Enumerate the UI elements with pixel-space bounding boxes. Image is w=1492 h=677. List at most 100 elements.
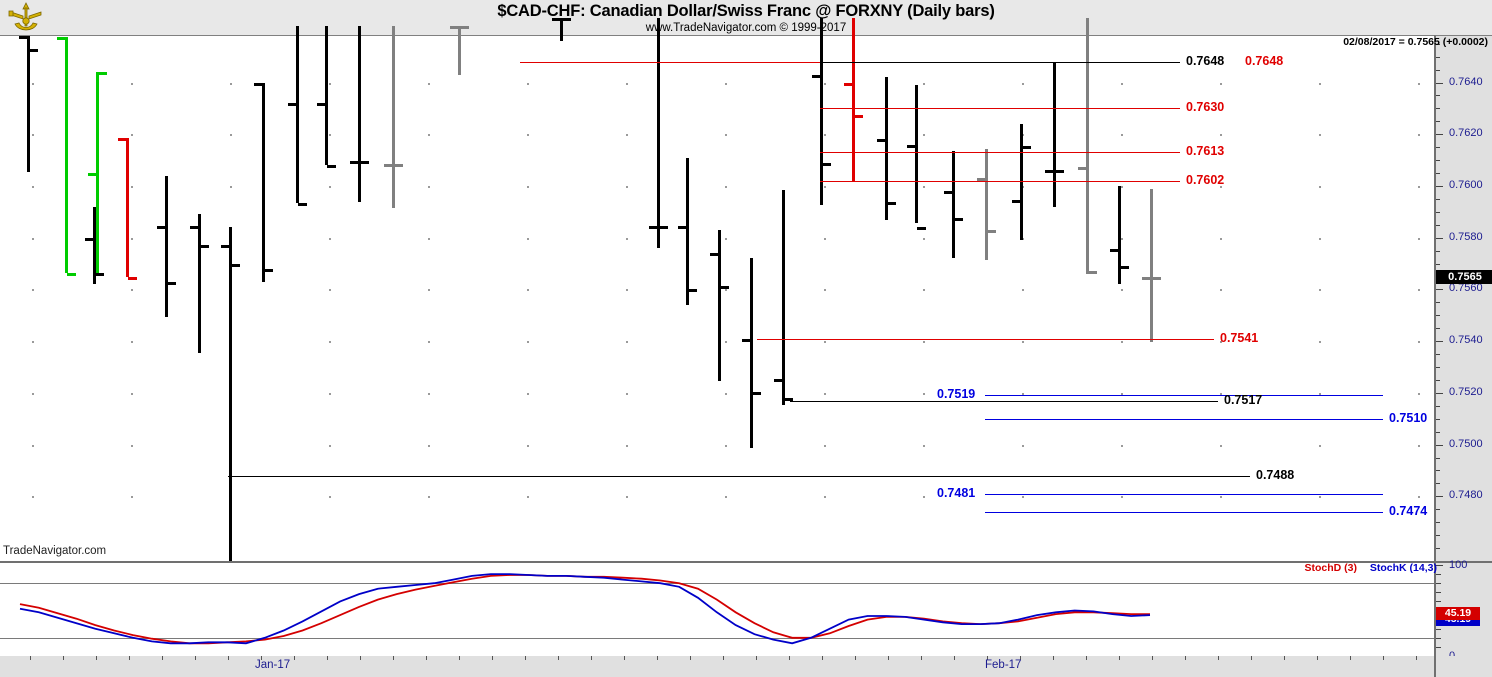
grid-dot [1319, 238, 1321, 240]
grid-dot [824, 238, 826, 240]
price-level-line[interactable] [228, 476, 1250, 477]
price-level-label[interactable]: 0.7481 [937, 485, 976, 500]
price-axis-tick [1436, 289, 1443, 290]
header-subtitle: www.TradeNavigator.com © 1999-2017 [645, 22, 847, 34]
ohlc-open-tick [812, 74, 821, 78]
price-level-line[interactable] [820, 108, 1180, 109]
stoch-axis-tick [1436, 638, 1441, 639]
ohlc-open-tick [1142, 276, 1151, 280]
price-chart-pane[interactable]: 0.7648 0.7648 0.7630 0.7613 0.7602 0.7541 0.75… [0, 17, 1434, 577]
date-axis-tick [987, 656, 988, 660]
price-level-label[interactable]: 0.7613 [1186, 144, 1225, 159]
grid-dot [1220, 83, 1222, 85]
price-level-line[interactable] [985, 512, 1383, 513]
price-level-line[interactable] [820, 181, 1180, 182]
stoch-axis-tick [1436, 647, 1441, 648]
price-level-line[interactable] [757, 339, 1214, 340]
ohlc-close-tick [1088, 271, 1097, 275]
price-axis-tick [1436, 496, 1443, 497]
ohlc-bar [358, 25, 361, 202]
grid-dot [329, 134, 331, 136]
ohlc-close-tick [1022, 145, 1031, 149]
grid-dot [1220, 393, 1222, 395]
price-level-label[interactable]: 0.7519 [937, 387, 976, 402]
ohlc-open-tick [742, 338, 751, 342]
price-level-label[interactable]: 0.7488 [1256, 467, 1295, 482]
price-level-label[interactable]: 0.7517 [1224, 392, 1263, 407]
grid-dot [923, 289, 925, 291]
page-title: $CAD-CHF: Canadian Dollar/Swiss Franc @ … [497, 2, 995, 20]
ohlc-bar [915, 85, 918, 224]
grid-dot [1121, 238, 1123, 240]
price-axis-label: 0.7520 [1449, 385, 1483, 398]
watermark: TradeNavigator.com [3, 545, 107, 557]
ohlc-close-tick [327, 165, 336, 169]
price-axis[interactable]: 0.7640 0.7620 0.7600 0.7580 0.7560 0.7540 0.75… [1434, 35, 1492, 561]
legend-stochk[interactable]: StochK (14,3) [1369, 562, 1437, 574]
price-axis-minor-tick [1436, 264, 1440, 265]
price-axis-tick [1436, 341, 1443, 342]
grid-dot [329, 393, 331, 395]
price-level-label[interactable]: 0.7602 [1186, 172, 1225, 187]
price-level-label[interactable]: 0.7630 [1186, 100, 1225, 115]
date-axis-tick [63, 656, 64, 660]
grid-dot [428, 83, 430, 85]
price-level-label[interactable]: 0.7541 [1220, 330, 1259, 345]
ohlc-close-tick [987, 229, 996, 233]
grid-dot [329, 83, 331, 85]
price-level-label[interactable]: 0.7474 [1389, 503, 1428, 518]
ohlc-bar [1086, 17, 1089, 274]
price-level-label[interactable]: 0.7510 [1389, 410, 1428, 425]
grid-dot [1418, 238, 1420, 240]
ohlc-bar [165, 175, 168, 317]
ohlc-bar [126, 138, 129, 277]
price-level-line[interactable] [985, 494, 1383, 495]
date-axis-tick [1218, 656, 1219, 660]
price-axis-minor-tick [1436, 121, 1440, 122]
price-level-line[interactable] [985, 395, 1383, 396]
grid-dot [428, 341, 430, 343]
ohlc-open-tick [649, 226, 658, 230]
price-axis-minor-tick [1436, 419, 1440, 420]
grid-dot [131, 134, 133, 136]
price-axis-minor-tick [1436, 328, 1440, 329]
ohlc-bar [782, 189, 785, 405]
price-level-label[interactable]: 0.7648 [1186, 54, 1225, 69]
grid-dot [527, 341, 529, 343]
ohlc-open-tick [1078, 166, 1087, 170]
ohlc-close-tick [128, 276, 137, 280]
stochastic-axis[interactable]: 100045.1945.19 [1434, 559, 1492, 662]
date-axis-tick [954, 656, 955, 660]
grid-dot [725, 186, 727, 188]
date-axis-tick [96, 656, 97, 660]
grid-dot [824, 445, 826, 447]
legend-stochd[interactable]: StochD (3) [1304, 562, 1358, 574]
price-axis-label: 0.7480 [1449, 489, 1483, 502]
grid-dot [428, 238, 430, 240]
grid-dot [1319, 186, 1321, 188]
ohlc-bar [1053, 61, 1056, 207]
price-axis-minor-tick [1436, 535, 1440, 536]
date-axis-tick [1053, 656, 1054, 660]
stochastic-pane[interactable] [0, 561, 1434, 660]
grid-dot [923, 341, 925, 343]
date-axis[interactable]: Jan-17 Feb-17 [0, 656, 1434, 677]
ohlc-close-tick [200, 245, 209, 249]
grid-dot [1319, 289, 1321, 291]
price-level-line[interactable] [985, 419, 1383, 420]
ohlc-bar [686, 157, 689, 305]
ohlc-open-tick [384, 164, 393, 168]
grid-dot [1418, 186, 1420, 188]
price-level-line[interactable] [820, 62, 1180, 63]
stoch-axis-tick [1436, 583, 1441, 584]
price-level-label[interactable]: 0.7648 [1245, 53, 1284, 68]
grid-dot [329, 238, 331, 240]
price-level-line[interactable] [790, 401, 1218, 402]
grid-dot [1418, 393, 1420, 395]
ohlc-close-tick [1055, 170, 1064, 174]
last-price-tag: 0.7565 [1436, 269, 1492, 284]
ohlc-bar [657, 17, 660, 249]
price-level-line[interactable] [820, 152, 1180, 153]
grid-dot [725, 289, 727, 291]
